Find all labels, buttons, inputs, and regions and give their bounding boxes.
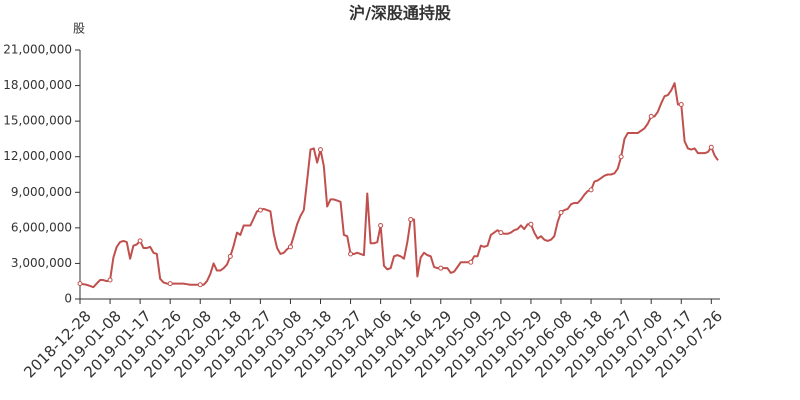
chart-title: 沪/深股通持股 (349, 4, 452, 23)
point-marker (137, 238, 143, 244)
y-tick-label: 0 (64, 292, 72, 306)
y-tick-label: 6,000,000 (11, 220, 72, 234)
y-tick-label: 12,000,000 (3, 149, 72, 163)
y-axis-unit: 股 (73, 22, 85, 36)
point-marker (588, 187, 594, 193)
point-marker (77, 281, 83, 287)
point-marker (227, 253, 233, 259)
y-tick-label: 15,000,000 (3, 114, 72, 128)
point-marker (558, 209, 564, 215)
point-marker (618, 154, 624, 160)
point-marker (318, 147, 324, 153)
point-marker (348, 251, 354, 257)
point-marker (257, 207, 263, 213)
point-marker (408, 217, 414, 223)
point-marker (167, 281, 173, 287)
y-tick-label: 21,000,000 (3, 43, 72, 57)
point-marker (378, 222, 384, 228)
point-marker (528, 221, 534, 227)
point-marker (678, 102, 684, 108)
point-marker (197, 282, 203, 288)
y-tick-label: 9,000,000 (11, 185, 72, 199)
line (79, 82, 719, 289)
point-marker (468, 259, 474, 265)
y-tick-label: 18,000,000 (3, 78, 72, 92)
point-marker (648, 113, 654, 119)
point-marker (287, 244, 293, 250)
point-marker (708, 144, 714, 150)
point-marker (498, 230, 504, 236)
y-tick-label: 3,000,000 (11, 256, 72, 270)
point-marker (107, 277, 113, 283)
point-marker (438, 265, 444, 271)
